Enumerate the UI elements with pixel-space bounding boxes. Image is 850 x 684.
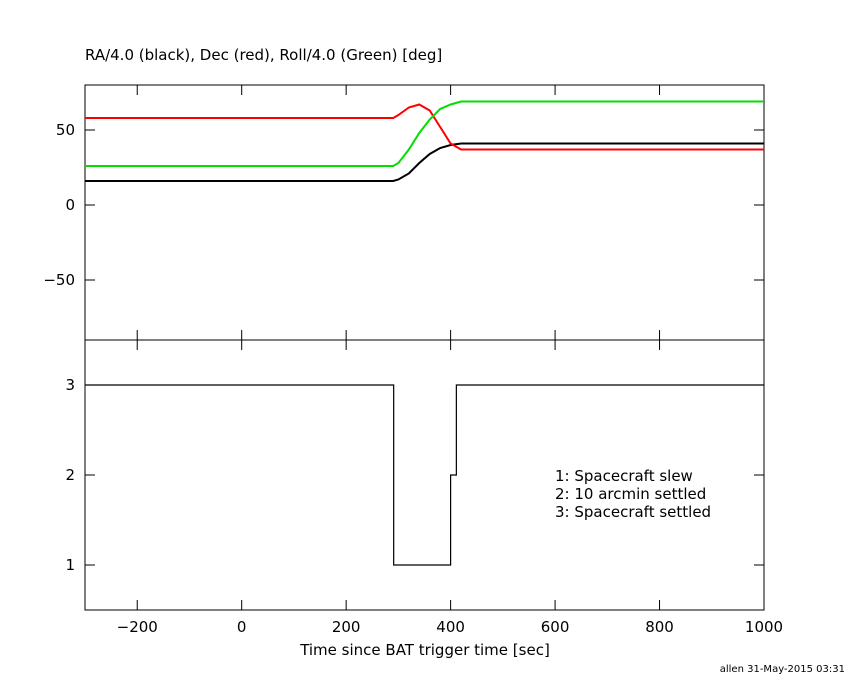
- x-tick-label: 400: [436, 618, 465, 636]
- x-tick-label: 1000: [745, 618, 783, 636]
- y-tick-label: 50: [56, 121, 75, 139]
- x-tick-label: 0: [237, 618, 247, 636]
- x-axis-label: Time since BAT trigger time [sec]: [299, 641, 550, 659]
- series-line: [85, 100, 764, 167]
- series-line: [85, 384, 764, 566]
- legend-note: 1: Spacecraft slew: [555, 467, 693, 485]
- x-tick-label: 600: [541, 618, 570, 636]
- chart-title: RA/4.0 (black), Dec (red), Roll/4.0 (Gre…: [85, 46, 442, 64]
- y-tick-label: −50: [43, 271, 75, 289]
- legend-note: 2: 10 arcmin settled: [555, 485, 706, 503]
- x-tick-label: 800: [645, 618, 674, 636]
- legend-note: 3: Spacecraft settled: [555, 503, 711, 521]
- footer: allen 31-May-2015 03:31: [720, 664, 845, 675]
- y-tick-label: 0: [65, 196, 75, 214]
- x-tick-label: −200: [117, 618, 158, 636]
- y-tick-label: 2: [65, 466, 75, 484]
- y-tick-label: 1: [65, 556, 75, 574]
- series-line: [85, 103, 764, 151]
- y-tick-label: 3: [65, 376, 75, 394]
- x-tick-label: 200: [332, 618, 361, 636]
- series-line: [85, 142, 764, 182]
